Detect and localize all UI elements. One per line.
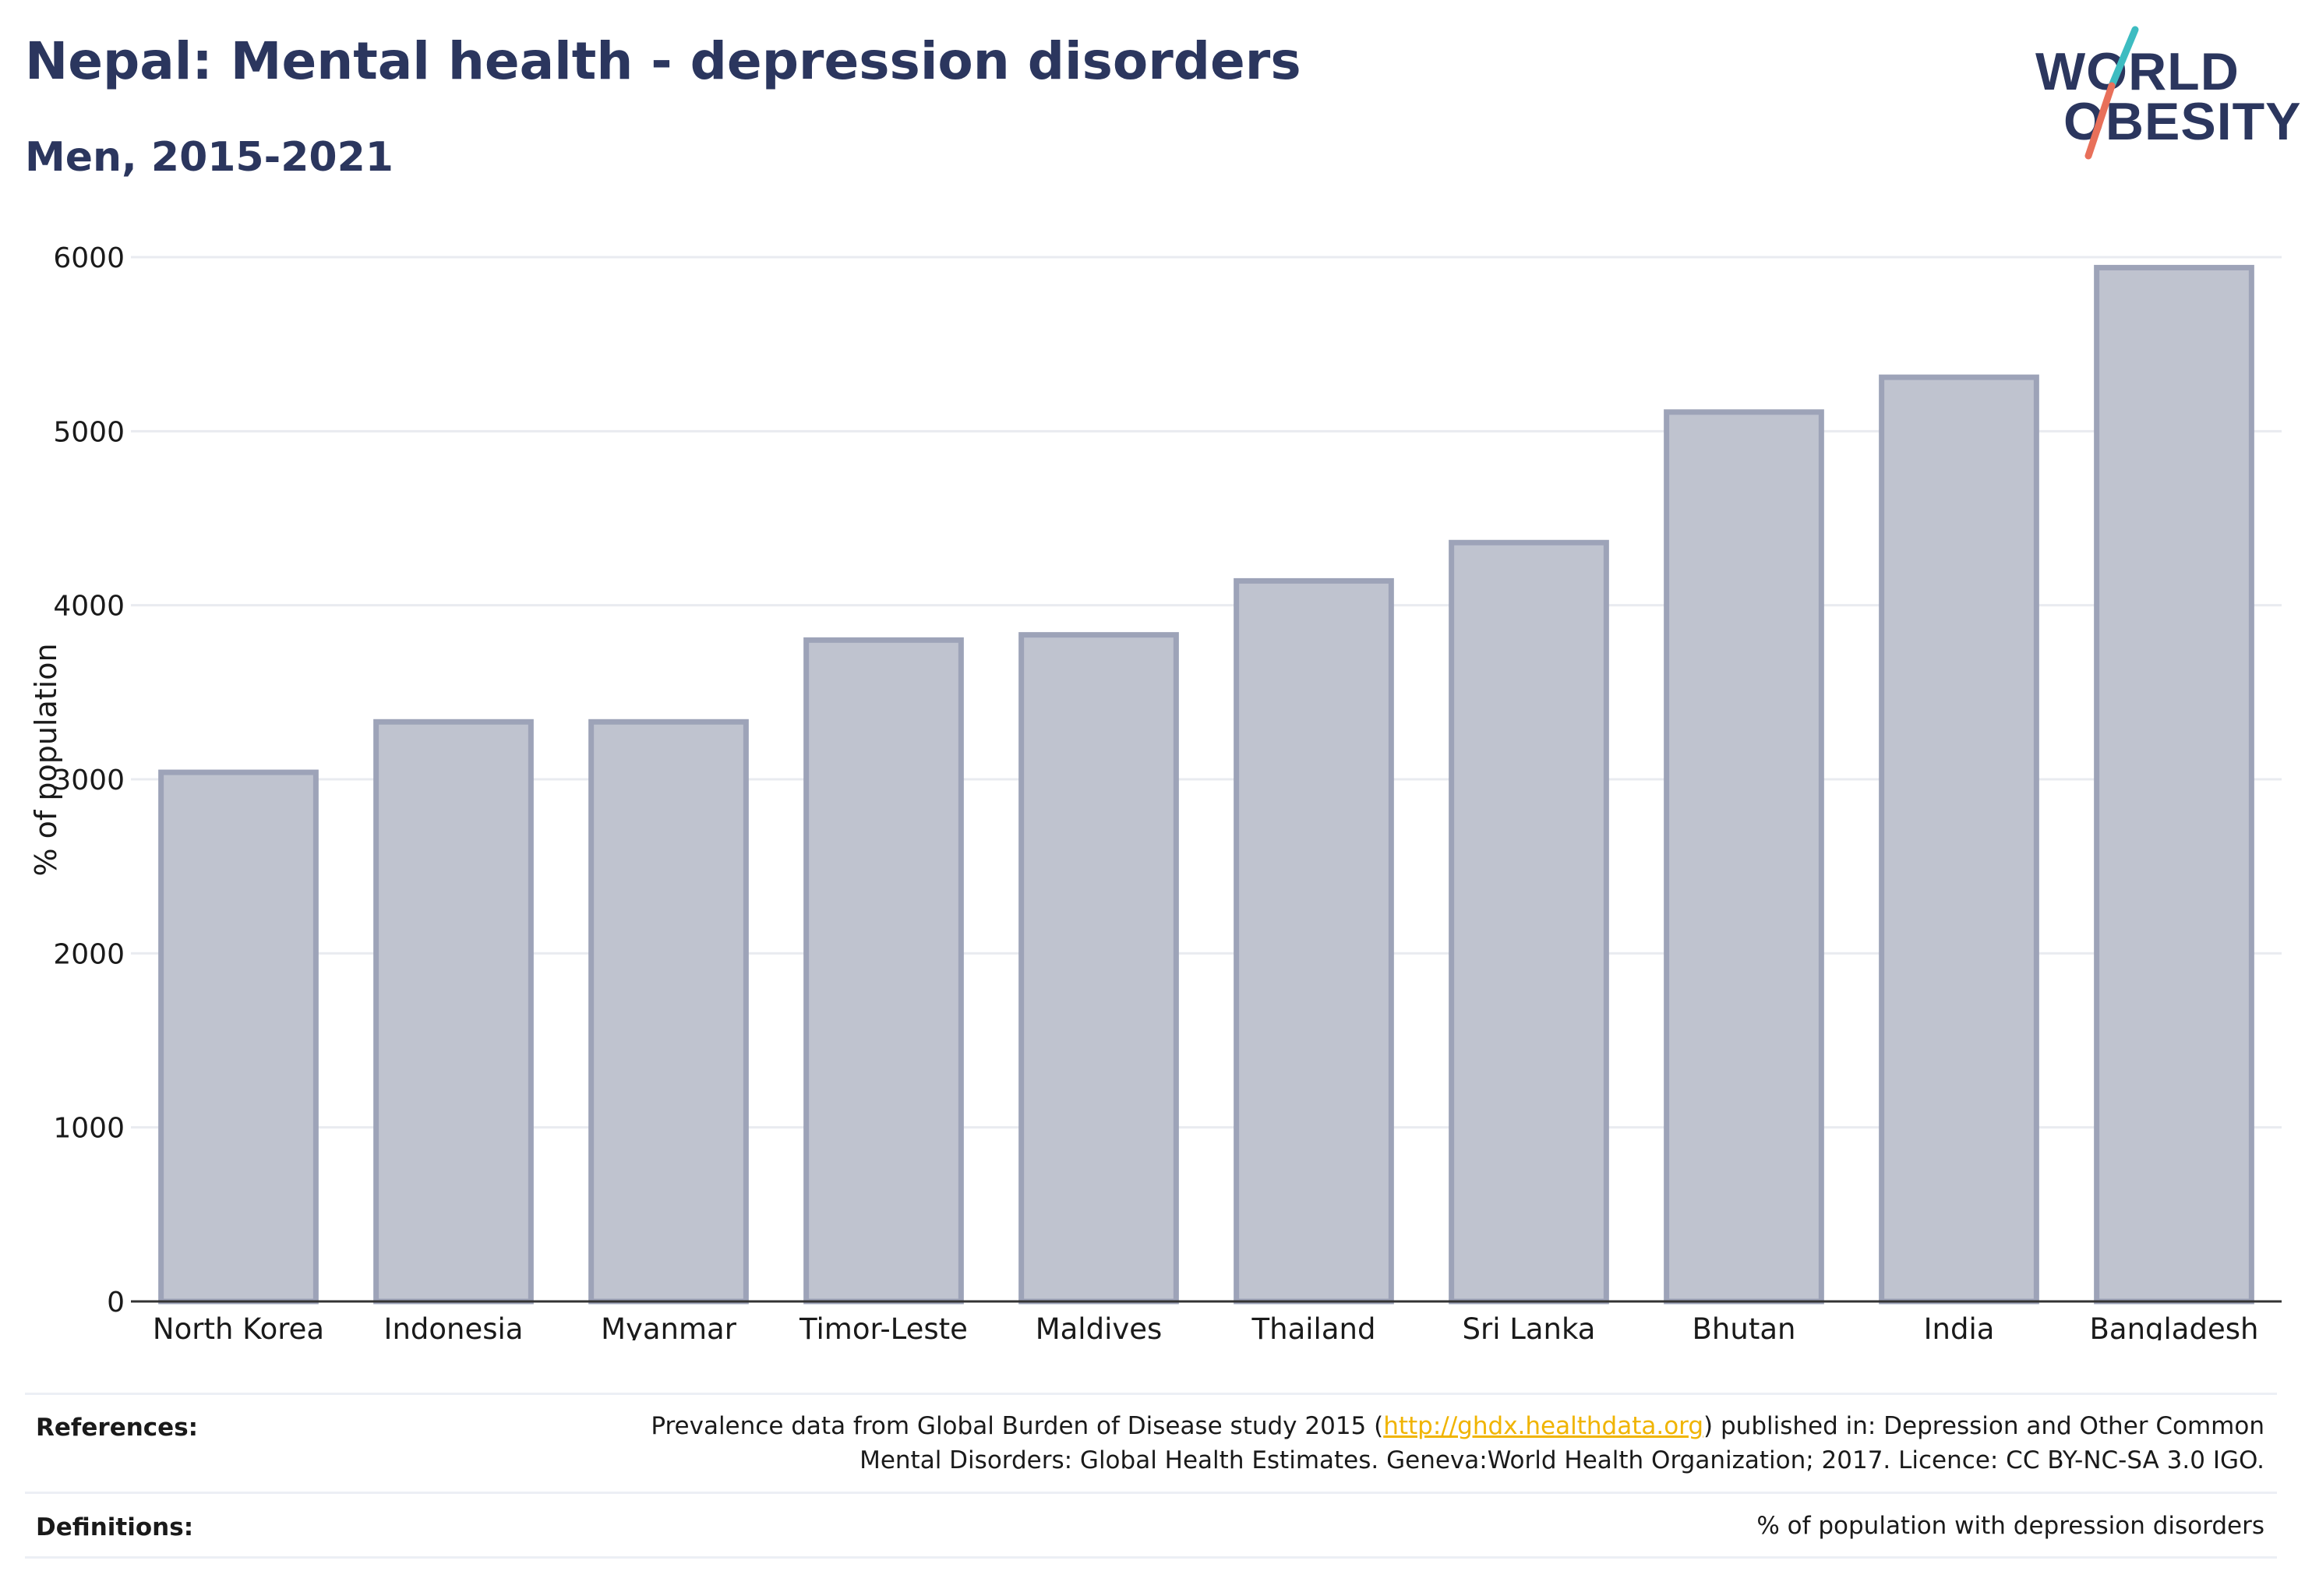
definitions-text: % of population with depression disorder…: [1756, 1512, 2264, 1540]
world-obesity-logo: WORLD OBESITY: [2026, 23, 2301, 164]
references-line2: Mental Disorders: Global Health Estimate…: [860, 1446, 2264, 1474]
references-row: References: Prevalence data from Global …: [25, 1409, 2277, 1487]
bar-myanmar: [588, 719, 749, 1305]
bar-north-korea: [158, 769, 319, 1305]
footer-divider-bottom: [25, 1556, 2277, 1559]
axes: 0 1000 2000 3000 4000 5000 6000 North Korea Indo…: [53, 242, 2282, 1340]
bars: [158, 264, 2254, 1305]
x-tick-label: Bangladesh: [2090, 1312, 2259, 1340]
bar-timor-leste: [803, 637, 964, 1305]
logo-slash-icon: [2084, 26, 2139, 160]
bar-chart: 0 1000 2000 3000 4000 5000 6000 North Korea Indo…: [29, 242, 2282, 1340]
references-link[interactable]: http://ghdx.healthdata.org: [1383, 1412, 1704, 1440]
x-tick-label: Sri Lanka: [1463, 1312, 1596, 1340]
references-line1-post: ) published in: Depression and Other Com…: [1703, 1412, 2264, 1440]
y-tick-label: 6000: [53, 242, 125, 274]
bar-bhutan: [1664, 409, 1824, 1305]
footer-divider-top: [25, 1393, 2277, 1395]
x-tick-label: Myanmar: [601, 1312, 737, 1340]
y-tick-label: 5000: [53, 416, 125, 448]
bar-india: [1879, 374, 2039, 1305]
bar-sri-lanka: [1449, 539, 1609, 1305]
references-label: References:: [36, 1414, 199, 1442]
y-axis-title: % of population: [29, 643, 63, 876]
bar-maldives: [1018, 632, 1179, 1305]
bar-indonesia: [373, 719, 534, 1305]
bar-thailand: [1234, 577, 1394, 1305]
logo-line-1: WORLD: [2035, 42, 2240, 101]
x-tick-label: Indonesia: [384, 1312, 524, 1340]
definitions-label: Definitions:: [36, 1513, 194, 1541]
definitions-row: Definitions: % of population with depres…: [25, 1507, 2277, 1554]
x-tick-label: North Korea: [153, 1312, 324, 1340]
y-tick-label: 1000: [53, 1113, 125, 1145]
chart-title: Nepal: Mental health - depression disord…: [25, 31, 1301, 91]
y-tick-label: 2000: [53, 938, 125, 970]
x-tick-label: Timor-Leste: [799, 1312, 968, 1340]
y-tick-label: 3000: [53, 764, 125, 796]
y-tick-label: 4000: [53, 591, 125, 623]
chart-subtitle: Men, 2015-2021: [25, 134, 394, 181]
x-tick-label: India: [1924, 1312, 1995, 1340]
references-line1-pre: Prevalence data from Global Burden of Di…: [651, 1412, 1384, 1440]
x-tick-label: Thailand: [1251, 1312, 1376, 1340]
y-tick-label: 0: [107, 1287, 125, 1319]
references-text: Prevalence data from Global Burden of Di…: [651, 1409, 2264, 1478]
bar-bangladesh: [2094, 264, 2254, 1305]
x-tick-label: Maldives: [1036, 1312, 1163, 1340]
footer-divider-middle: [25, 1492, 2277, 1494]
x-tick-label: Bhutan: [1693, 1312, 1796, 1340]
